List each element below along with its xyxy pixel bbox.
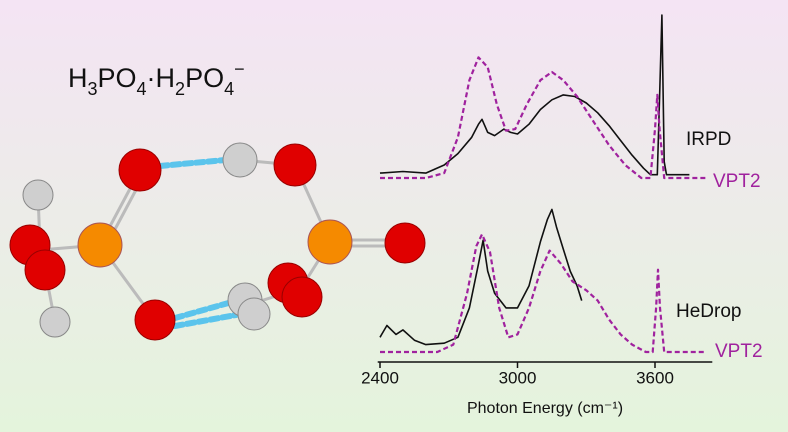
formula-part: H bbox=[68, 63, 88, 93]
legend-label: HeDrop bbox=[676, 301, 741, 322]
x-tick-label: 3000 bbox=[499, 368, 537, 387]
legend-label: VPT2 bbox=[713, 171, 761, 192]
x-tick-label: 2400 bbox=[361, 368, 399, 387]
formula-title: H3PO4·H2PO4− bbox=[68, 59, 245, 99]
legend-label: IRPD bbox=[686, 129, 731, 150]
formula-part: PO bbox=[98, 63, 137, 93]
spectrum-line bbox=[379, 14, 690, 176]
molecule bbox=[9, 142, 426, 341]
formula-part: − bbox=[234, 59, 245, 79]
x-axis-label: Photon Energy (cm⁻¹) bbox=[467, 400, 623, 417]
legend-label: VPT2 bbox=[715, 341, 763, 362]
formula-part: PO bbox=[185, 63, 224, 93]
spectrum-line bbox=[379, 208, 583, 346]
x-tick-label: 3600 bbox=[636, 368, 674, 387]
formula-part: 2 bbox=[175, 79, 185, 99]
spectrum-line bbox=[380, 56, 706, 180]
formula-part: ·H bbox=[147, 63, 176, 93]
spectrum-line bbox=[380, 233, 706, 354]
formula-part: 4 bbox=[137, 79, 147, 99]
formula-part: 3 bbox=[88, 79, 98, 99]
formula-part: 4 bbox=[224, 79, 234, 99]
